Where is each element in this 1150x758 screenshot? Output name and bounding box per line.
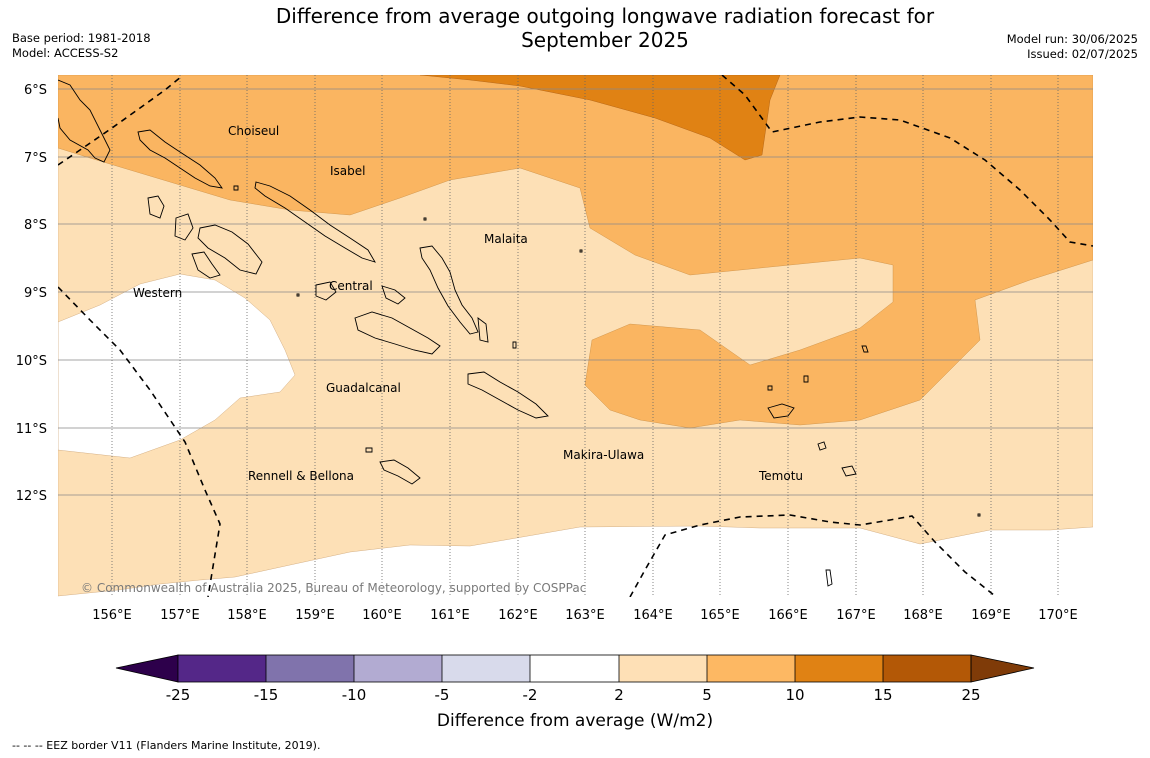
eez-north-west	[58, 75, 183, 166]
island-choiseul	[137, 129, 223, 189]
model-run: Model run: 30/06/2025	[1006, 32, 1138, 46]
lat-label: 7°S	[24, 151, 47, 166]
colorbar-tick: 2	[614, 686, 624, 704]
map-area: Choiseul Isabel Malaita Western Central …	[58, 75, 1093, 597]
colorbar-segment	[442, 655, 530, 682]
lon-label: 169°E	[971, 608, 1011, 623]
region-labels: Choiseul Isabel Malaita Western Central …	[133, 124, 803, 483]
label-choiseul: Choiseul	[228, 124, 279, 138]
lon-label: 163°E	[565, 608, 605, 623]
colorbar-segment	[530, 655, 619, 682]
lat-label: 11°S	[16, 422, 47, 437]
longitude-gridlines	[111, 75, 1059, 597]
latitude-labels: 6°S 7°S 8°S 9°S 10°S 11°S 12°S	[16, 83, 47, 504]
island-santa-cruz	[767, 375, 809, 419]
lon-label: 160°E	[362, 608, 402, 623]
colorbar-tick: 15	[873, 686, 892, 704]
island-malaita	[419, 245, 489, 343]
lat-label: 6°S	[24, 83, 47, 98]
chart-title: Difference from average outgoing longwav…	[230, 4, 980, 52]
colorbar-tick: 10	[785, 686, 804, 704]
island-rennell	[365, 447, 421, 485]
meta-right: Model run: 30/06/2025 Issued: 02/07/2025	[1007, 32, 1138, 62]
title-line-1: Difference from average outgoing longwav…	[275, 4, 935, 28]
eez-south-east	[629, 514, 998, 597]
lon-label: 159°E	[295, 608, 335, 623]
eez-legend-note: -- -- -- EEZ border V11 (Flanders Marine…	[12, 739, 321, 752]
lon-label: 158°E	[227, 608, 267, 623]
colorbar: -25 -15 -10 -5 -2 2 5 10 15 25 Differenc…	[115, 654, 1035, 731]
island-makira	[467, 371, 549, 419]
eez-north-east	[721, 75, 1093, 247]
lat-label: 10°S	[16, 354, 47, 369]
island-new-georgia	[147, 195, 263, 275]
eez-borders	[58, 75, 1093, 597]
colorbar-tick: -25	[166, 686, 191, 704]
colorbar-segment	[883, 655, 971, 682]
anomaly-band-10-15	[419, 75, 781, 161]
colorbar-frame	[177, 654, 972, 683]
lon-label: 157°E	[160, 608, 200, 623]
issued-date: Issued: 02/07/2025	[1027, 47, 1138, 61]
colorbar-title: Difference from average (W/m2)	[437, 711, 713, 731]
island-bougainville	[58, 79, 111, 163]
colorbar-segment	[619, 655, 707, 682]
island-nggela	[315, 281, 406, 305]
lon-label: 168°E	[903, 608, 943, 623]
island-torres	[825, 345, 869, 587]
lon-label: 162°E	[498, 608, 538, 623]
label-makira-ulawa: Makira-Ulawa	[563, 448, 644, 462]
island-vanikoro	[817, 441, 857, 477]
label-isabel: Isabel	[330, 164, 365, 178]
colorbar-tick: 25	[961, 686, 980, 704]
meta-left: Base period: 1981-2018 Model: ACCESS-S2	[12, 31, 151, 61]
colorbar-extend-low	[115, 654, 179, 683]
colorbar-dividers	[265, 655, 884, 682]
label-western: Western	[133, 286, 182, 300]
colorbar-extend-high	[970, 654, 1035, 683]
lat-label: 12°S	[16, 489, 47, 504]
lon-label: 167°E	[836, 608, 876, 623]
colorbar-segment	[178, 655, 266, 682]
coastlines	[58, 79, 981, 587]
lon-label: 170°E	[1038, 608, 1078, 623]
colorbar-tick: -15	[254, 686, 279, 704]
colorbar-segment	[354, 655, 442, 682]
lon-label: 165°E	[700, 608, 740, 623]
colorbar-tick: -10	[342, 686, 367, 704]
colorbar-tick: 5	[702, 686, 712, 704]
label-malaita: Malaita	[484, 232, 528, 246]
lon-label: 156°E	[92, 608, 132, 623]
colorbar-tick: -5	[435, 686, 450, 704]
lon-label: 161°E	[430, 608, 470, 623]
lon-label: 166°E	[768, 608, 808, 623]
longitude-labels: 156°E 157°E 158°E 159°E 160°E 161°E 162°…	[92, 608, 1078, 623]
anomaly-band-5-10-north	[58, 75, 1093, 429]
label-rennell-bellona: Rennell & Bellona	[248, 469, 354, 483]
base-period: Base period: 1981-2018	[12, 31, 151, 45]
colorbar-segment	[266, 655, 354, 682]
lon-label: 164°E	[633, 608, 673, 623]
copyright-notice: © Commonwealth of Australia 2025, Bureau…	[81, 581, 586, 595]
island-santa-isabel-west	[191, 251, 221, 279]
island-guadalcanal	[354, 311, 441, 355]
island-isabel	[254, 181, 376, 263]
colorbar-segment	[707, 655, 795, 682]
colorbar-ticks: -25 -15 -10 -5 -2 2 5 10 15 25	[166, 686, 981, 704]
lat-label: 9°S	[24, 286, 47, 301]
latitude-gridlines	[58, 88, 1093, 496]
lat-label: 8°S	[24, 218, 47, 233]
island-small-dots	[233, 185, 981, 517]
model-name: Model: ACCESS-S2	[12, 46, 119, 60]
colorbar-segment	[795, 655, 883, 682]
colorbar-tick: -2	[523, 686, 538, 704]
eez-west	[58, 286, 221, 597]
label-temotu: Temotu	[758, 469, 803, 483]
label-guadalcanal: Guadalcanal	[326, 381, 401, 395]
label-central: Central	[329, 279, 373, 293]
title-line-2: September 2025	[521, 28, 689, 52]
